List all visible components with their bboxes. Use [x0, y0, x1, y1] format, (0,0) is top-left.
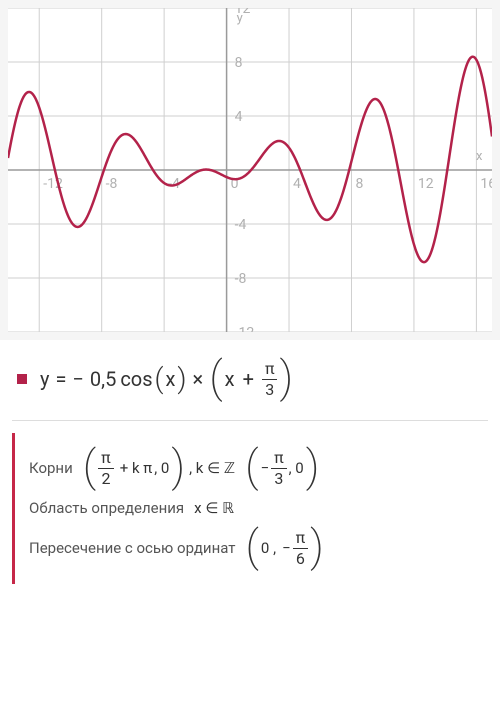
svg-text:-4: -4 [235, 217, 247, 233]
eq-lhs: y [40, 367, 49, 391]
yint-label: Пересечение с осью ординат [29, 539, 235, 557]
paren-close-icon: ) [177, 372, 186, 386]
chart-plot-area: -12-8-40481216-12-8-44812xy [8, 8, 492, 332]
paren-open-icon: ( [83, 455, 96, 477]
paren-open-icon: ( [209, 366, 222, 388]
eq-func: cos [120, 367, 152, 391]
eq-plus: + [243, 367, 254, 391]
svg-text:8: 8 [235, 55, 243, 71]
roots2-minus: − [261, 459, 270, 477]
paren-close-icon: ) [310, 535, 324, 557]
domain-row: Область определения x ∈ ℝ [29, 499, 488, 517]
eq-coef: 0,5 [90, 367, 116, 391]
roots-value-2: ( − π 3 , 0 ) [245, 449, 319, 487]
svg-text:-8: -8 [106, 176, 118, 192]
eq-fraction: π 3 [262, 360, 278, 398]
svg-text:-12: -12 [235, 325, 255, 332]
svg-text:y: y [237, 11, 243, 26]
paren-close-icon: ) [279, 366, 293, 388]
eq-term1: x [225, 367, 235, 391]
svg-text:-8: -8 [235, 271, 247, 287]
roots-k: + k π [120, 459, 153, 477]
yintercept-row: Пересечение с осью ординат ( 0 , − π 6 ) [29, 529, 488, 567]
frac-num: π [262, 360, 278, 378]
yint-value: ( 0 , − π 6 ) [245, 529, 323, 567]
frac-num: π [98, 449, 114, 467]
svg-text:x: x [476, 149, 483, 164]
svg-text:16: 16 [480, 176, 492, 192]
paren-close-icon: ) [171, 455, 185, 477]
chart-svg: -12-8-40481216-12-8-44812xy [8, 8, 492, 332]
roots-frac: π 2 [98, 449, 114, 487]
frac-den: 6 [293, 550, 308, 568]
frac-num: π [293, 529, 309, 547]
divider [12, 420, 488, 421]
roots-value-1: ( π 2 + k π , 0 ) , k ∈ ℤ [83, 449, 235, 487]
paren-open-icon: ( [155, 372, 164, 386]
frac-num: π [271, 449, 287, 467]
paren-open-icon: ( [245, 535, 258, 557]
domain-label: Область определения [29, 499, 184, 517]
yint-frac: π 6 [293, 529, 309, 567]
svg-text:4: 4 [293, 176, 301, 192]
equation-text: y = − 0,5 cos ( x ) × ( x + π 3 ) [40, 360, 293, 398]
roots-label: Корни [29, 459, 73, 477]
chart-container: -12-8-40481216-12-8-44812xy [0, 0, 500, 340]
roots2-zero: , 0 [289, 459, 304, 477]
legend-marker-icon [16, 373, 28, 385]
frac-den: 3 [262, 381, 277, 399]
frac-den: 2 [98, 470, 113, 488]
frac-den: 3 [271, 470, 286, 488]
eq-equals: = [55, 367, 66, 391]
yint-zero: 0 , [261, 539, 276, 557]
roots-row: Корни ( π 2 + k π , 0 ) , k ∈ ℤ ( − π 3 … [29, 449, 488, 487]
roots-zero: , 0 [154, 459, 169, 477]
roots2-frac: π 3 [271, 449, 287, 487]
paren-open-icon: ( [245, 455, 258, 477]
equation-region: y = − 0,5 cos ( x ) × ( x + π 3 ) [0, 340, 500, 414]
paren-close-icon: ) [306, 455, 320, 477]
eq-times: × [193, 367, 204, 391]
eq-minus: − [72, 367, 83, 391]
svg-text:12: 12 [418, 176, 434, 192]
yint-minus: − [282, 539, 291, 557]
svg-text:8: 8 [355, 176, 363, 192]
domain-value: x ∈ ℝ [194, 499, 234, 517]
roots-cond: , k ∈ ℤ [189, 459, 235, 477]
info-region: Корни ( π 2 + k π , 0 ) , k ∈ ℤ ( − π 3 … [12, 433, 488, 583]
svg-text:4: 4 [235, 109, 243, 125]
eq-arg: x [165, 367, 175, 391]
